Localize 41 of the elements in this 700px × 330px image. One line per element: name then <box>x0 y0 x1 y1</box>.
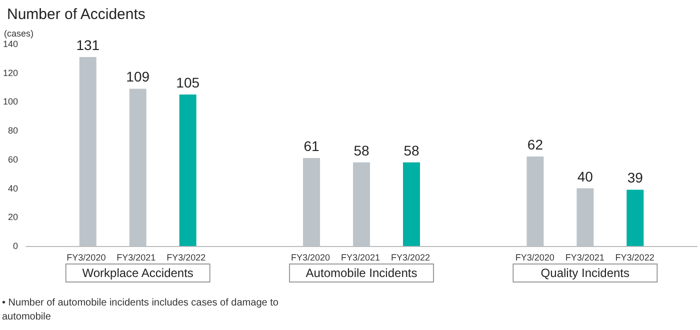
y-tick-label: 140 <box>2 39 18 49</box>
bar <box>303 158 320 246</box>
y-tick-label: 120 <box>2 68 18 78</box>
text: FY3/2021 <box>340 252 380 262</box>
chart-title: Number of Accidents <box>7 6 146 23</box>
text: FY3/2022 <box>390 252 430 262</box>
text: FY3/2022 <box>615 252 654 262</box>
bar <box>402 162 420 246</box>
text: FY3/2021 <box>565 252 604 262</box>
data-label: 58 <box>354 142 370 158</box>
bar <box>353 162 370 246</box>
data-label: 109 <box>126 68 150 85</box>
data-label: 39 <box>627 170 644 186</box>
bar <box>129 88 146 246</box>
bar <box>79 56 96 246</box>
text: FY3/2020 <box>291 252 330 262</box>
bar <box>626 190 644 246</box>
series-label: FY3/2020 <box>66 252 106 262</box>
data-label: 58 <box>404 142 420 158</box>
y-tick-label: 100 <box>2 96 18 107</box>
data-label: 131 <box>76 36 100 53</box>
bar <box>179 94 196 246</box>
data-label: 61 <box>304 138 320 154</box>
bar <box>526 156 544 246</box>
x-tick-label: Automobile Incidents <box>306 266 418 280</box>
y-tick-label: 80 <box>8 126 18 136</box>
series-label: FY3/2022 <box>166 252 206 262</box>
bar <box>576 188 594 246</box>
y-tick-label: 60 <box>8 154 18 164</box>
data-label: 105 <box>176 74 200 90</box>
data-label: 40 <box>577 168 594 184</box>
text: • Number of automobile incidents includes cases of damage to automobile <box>2 298 282 322</box>
x-tick-label: Workplace Accidents <box>82 266 194 280</box>
data-label: 62 <box>527 136 544 153</box>
series-label: FY3/2021 <box>116 252 156 262</box>
y-tick-label: 20 <box>8 212 18 222</box>
y-axis-title: (cases) <box>4 28 34 38</box>
text: FY3/2020 <box>515 252 554 262</box>
y-tick-label: 40 <box>8 183 18 194</box>
x-tick-label: Quality Incidents <box>540 266 630 280</box>
y-tick-label: 0 <box>13 241 18 251</box>
